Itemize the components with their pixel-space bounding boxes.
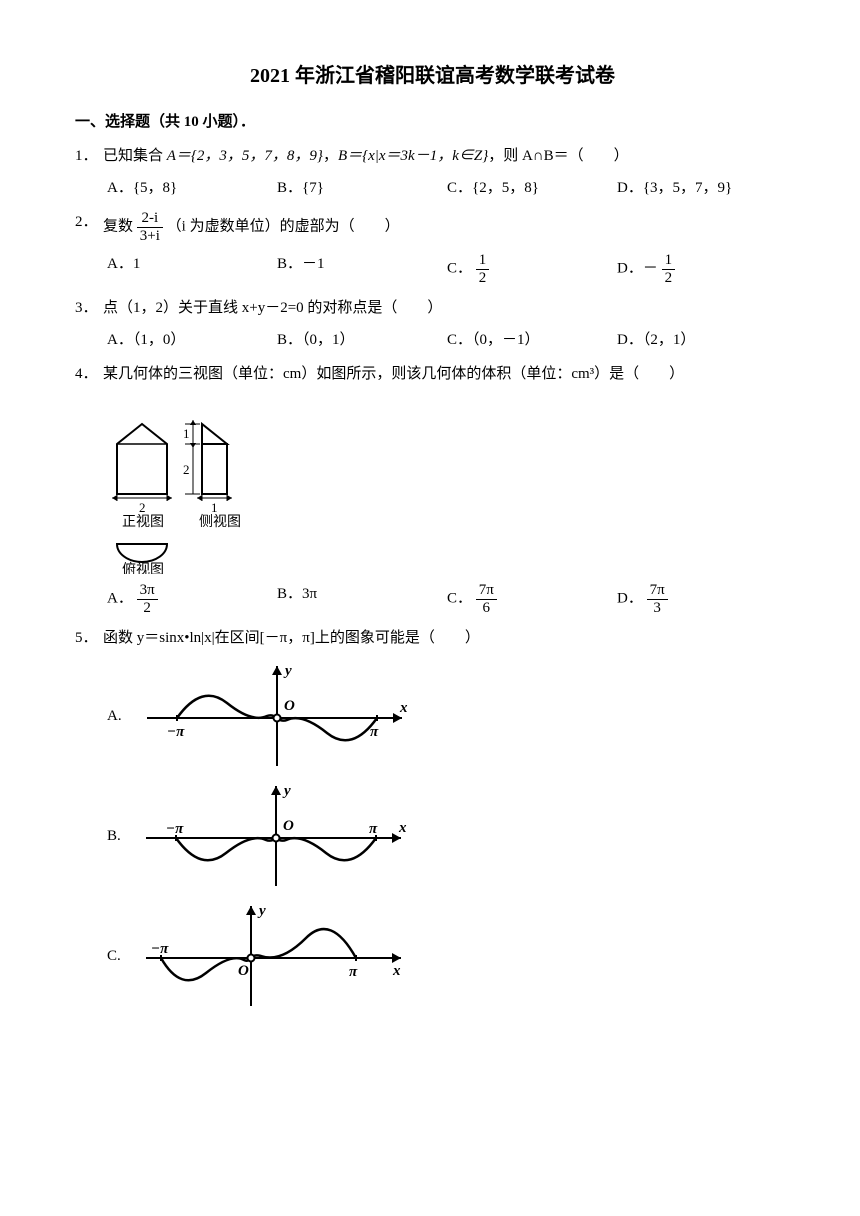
svg-text:O: O [284,698,295,714]
q2-optD: D．－ 12 [617,252,787,286]
svg-text:y: y [282,783,291,799]
page-title: 2021 年浙江省稽阳联谊高考数学联考试卷 [75,60,790,92]
q5-graph-c: C. −π π O x y [107,898,790,1013]
svg-text:x: x [392,963,401,979]
q3-num: 3． [75,296,103,320]
q4-options: A． 3π2 B．3π C． 7π6 D． 7π3 [107,582,790,616]
q2-options: A．1 B．－1 C． 12 D．－ 12 [107,252,790,286]
q3-optC: C．（0，－1） [447,328,617,352]
section-header: 一、选择题（共 10 小题）． [75,110,790,134]
svg-text:−π: −π [151,941,169,957]
q4-optA: A． 3π2 [107,582,277,616]
question-3: 3． 点（1，2）关于直线 x+y－2=0 的对称点是（ ） [75,296,790,320]
q1-optB: B．{7} [277,176,447,200]
q4-num: 4． [75,362,103,386]
svg-text:x: x [399,700,408,716]
svg-text:π: π [370,724,379,740]
q5-num: 5． [75,626,103,650]
q5-labelA: A. [107,704,122,728]
q1-optC: C．{2，5，8} [447,176,617,200]
q3-optD: D．（2，1） [617,328,787,352]
q2-fraction: 2-i3+i [137,210,163,244]
q1-options: A．{5，8} B．{7} C．{2，5，8} D．{3，5，7，9} [107,176,790,200]
svg-text:O: O [238,963,249,979]
q3-optA: A．（1，0） [107,328,277,352]
q1-num: 1． [75,144,103,168]
question-1: 1． 已知集合 A＝{2，3，5，7，8，9}，B＝{x|x＝3k－1，k∈Z}… [75,144,790,168]
q2-optA: A．1 [107,252,277,286]
svg-text:π: π [369,821,378,837]
q2-text: 复数 2-i3+i （i 为虚数单位）的虚部为（ ） [103,210,790,244]
svg-text:侧视图: 侧视图 [199,514,241,530]
q5-labelB: B. [107,824,121,848]
q2-optC: C． 12 [447,252,617,286]
question-4: 4． 某几何体的三视图（单位：cm）如图所示，则该几何体的体积（单位：cm³）是… [75,362,790,386]
svg-text:−π: −π [167,724,185,740]
q2-optB: B．－1 [277,252,447,286]
q4-optD: D． 7π3 [617,582,787,616]
three-view-diagram: 2 正视图 1 2 1 侧视图 俯视图 [107,394,790,574]
q3-text: 点（1，2）关于直线 x+y－2=0 的对称点是（ ） [103,296,790,320]
svg-text:π: π [349,964,358,980]
q4-text: 某几何体的三视图（单位：cm）如图所示，则该几何体的体积（单位：cm³）是（ ） [103,362,790,386]
q5-labelC: C. [107,944,121,968]
svg-text:x: x [398,820,407,836]
svg-text:俯视图: 俯视图 [122,562,164,574]
q5-graph-a: A. −π π O x y [107,658,790,773]
q4-optB: B．3π [277,582,447,616]
q1-optD: D．{3，5，7，9} [617,176,787,200]
q5-graph-b: B. −π π O x y [107,778,790,893]
svg-text:1: 1 [211,500,218,515]
q3-options: A．（1，0） B．（0，1） C．（0，－1） D．（2，1） [107,328,790,352]
question-2: 2． 复数 2-i3+i （i 为虚数单位）的虚部为（ ） [75,210,790,244]
q2-num: 2． [75,210,103,234]
svg-text:2: 2 [183,462,190,477]
question-5: 5． 函数 y＝sinx•ln|x|在区间[－π，π]上的图象可能是（ ） [75,626,790,650]
q5-text: 函数 y＝sinx•ln|x|在区间[－π，π]上的图象可能是（ ） [103,626,790,650]
q1-text: 已知集合 A＝{2，3，5，7，8，9}，B＝{x|x＝3k－1，k∈Z}，则 … [103,144,790,168]
svg-text:O: O [283,818,294,834]
svg-text:正视图: 正视图 [122,514,164,530]
q4-optC: C． 7π6 [447,582,617,616]
svg-text:−π: −π [166,821,184,837]
q3-optB: B．（0，1） [277,328,447,352]
svg-text:2: 2 [139,500,146,515]
svg-text:y: y [257,903,266,919]
q1-optA: A．{5，8} [107,176,277,200]
svg-text:1: 1 [183,426,190,441]
svg-text:y: y [283,663,292,679]
